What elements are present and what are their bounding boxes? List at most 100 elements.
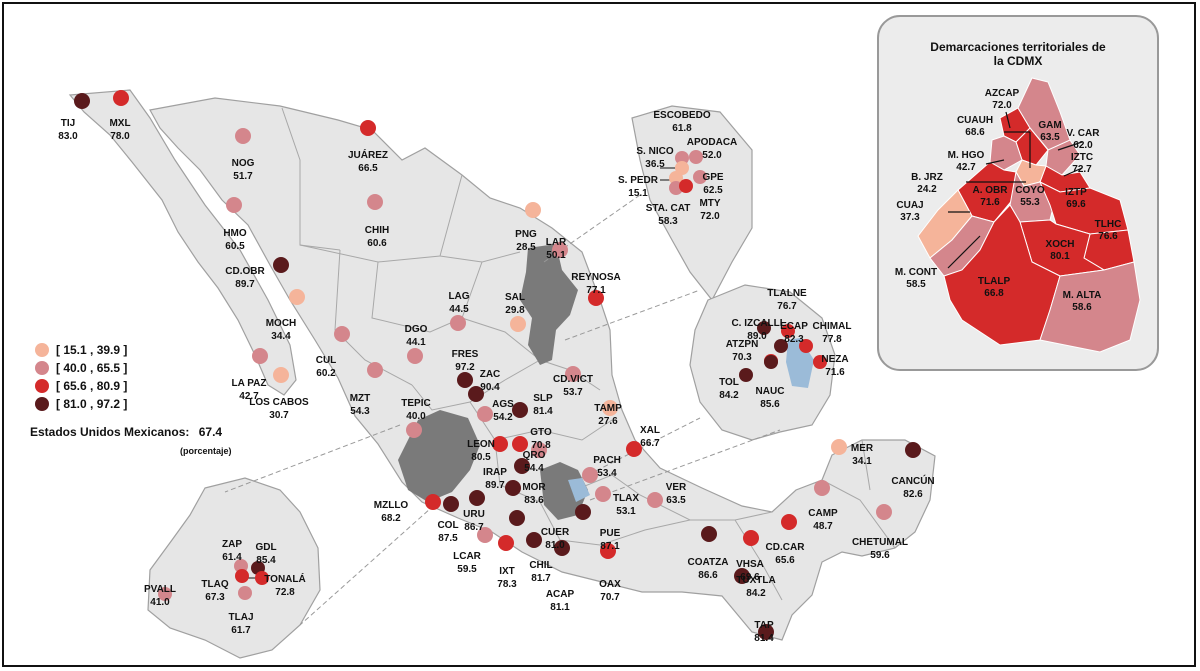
city-value-sal: 29.8 xyxy=(505,305,525,316)
metro-value-tol: 84.2 xyxy=(719,390,739,401)
metro-value-nauc: 85.6 xyxy=(760,399,780,410)
city-marker-tuxtla xyxy=(734,568,750,584)
city-value-cd-vict: 53.7 xyxy=(563,387,583,398)
cdmx-value-iztc: 72.7 xyxy=(1072,164,1092,175)
city-label-canc-n: CANCÚN xyxy=(891,474,934,487)
metro-value-tonal: 72.8 xyxy=(275,587,295,598)
metro-marker-mty xyxy=(679,179,693,193)
metro-label-chimal: CHIMAL xyxy=(813,321,852,332)
cdmx-label-iztc: IZTC xyxy=(1071,152,1093,163)
city-marker-qro xyxy=(531,442,547,458)
city-value-los-cabos: 30.7 xyxy=(269,410,289,421)
city-marker-mxl xyxy=(113,90,129,106)
legend-swatch-2 xyxy=(35,361,49,375)
national-label: Estados Unidos Mexicanos: 67.4 xyxy=(30,425,222,439)
city-label-png: PNG xyxy=(515,229,537,240)
city-label-tepic: TEPIC xyxy=(401,398,430,409)
city-label-fres: FRES xyxy=(452,349,479,360)
metro-marker-tol xyxy=(739,368,753,382)
city-label-ju-rez: JUÁREZ xyxy=(348,148,388,161)
metro-value-pvall: 41.0 xyxy=(150,597,170,608)
city-label-qro: QRO xyxy=(523,450,546,461)
metro-label-ecap: ECAP xyxy=(780,321,808,332)
city-marker-nog xyxy=(235,128,251,144)
cdmx-value-coyo: 55.3 xyxy=(1020,197,1040,208)
metro-value-escobedo: 61.8 xyxy=(672,123,692,134)
city-marker-camp xyxy=(814,480,830,496)
city-marker-tij xyxy=(74,93,90,109)
city-label-cd-car: CD.CAR xyxy=(766,542,806,553)
metro-marker-tlalne xyxy=(781,324,795,338)
metro-label-nauc: NAUC xyxy=(756,386,785,397)
legend-swatch-3 xyxy=(35,379,49,393)
legend-swatches xyxy=(35,343,49,411)
city-marker-ixt xyxy=(498,535,514,551)
city-label-cuer: CUER xyxy=(541,527,570,538)
metro-label-pvall: PVALL xyxy=(144,584,176,595)
inset-cdmx-box xyxy=(877,15,1159,371)
city-marker-ver xyxy=(647,492,663,508)
city-label-cd-obr: CD.OBR xyxy=(225,266,265,277)
metro-marker-neza xyxy=(813,355,827,369)
metro-marker-c-izcalli xyxy=(757,321,771,335)
city-value-ju-rez: 66.5 xyxy=(358,163,378,174)
city-value-cul: 60.2 xyxy=(316,368,336,379)
city-value-qro: 54.4 xyxy=(524,463,544,474)
city-label-mzt: MZT xyxy=(350,393,371,404)
city-label-chil: CHIL xyxy=(529,560,552,571)
unit-note: (porcentaje) xyxy=(180,446,232,456)
city-marker-mzt xyxy=(367,362,383,378)
metro-value-tlaq: 67.3 xyxy=(205,592,225,603)
city-label-pach: PACH xyxy=(593,455,621,466)
city-marker-pue xyxy=(575,504,591,520)
city-marker-chil xyxy=(526,532,542,548)
city-label-slp: SLP xyxy=(533,393,553,404)
city-value-gto: 70.8 xyxy=(531,440,551,451)
legend-item-1: [ 15.1 , 39.9 ] xyxy=(56,343,128,357)
city-value-png: 28.5 xyxy=(516,242,536,253)
metro-value-chimal: 77.8 xyxy=(822,334,842,345)
city-marker-col xyxy=(443,496,459,512)
metro-marker-nauc xyxy=(764,355,778,369)
metro-value-apodaca: 52.0 xyxy=(702,150,722,161)
city-label-mor: MOR xyxy=(522,482,546,493)
city-value-dgo: 44.1 xyxy=(406,337,426,348)
city-markers xyxy=(74,90,921,640)
metro-label-gdl: GDL xyxy=(255,542,276,553)
city-value-tepic: 40.0 xyxy=(406,411,426,422)
city-value-col: 87.5 xyxy=(438,533,458,544)
city-marker-acap xyxy=(554,540,570,556)
city-label-camp: CAMP xyxy=(808,508,838,519)
city-value-mzllo: 68.2 xyxy=(381,513,401,524)
city-value-reynosa: 77.1 xyxy=(586,285,606,296)
cdmx-value-iztp: 69.6 xyxy=(1066,199,1086,210)
city-label-hmo: HMO xyxy=(223,228,247,239)
cdmx-label-xoch: XOCH xyxy=(1046,239,1075,250)
city-marker-lag xyxy=(450,315,466,331)
city-label-gto: GTO xyxy=(530,427,552,438)
cdmx-label-tlalp: TLALP xyxy=(978,276,1011,287)
city-marker-fres xyxy=(457,372,473,388)
city-marker-cd-vict xyxy=(565,366,581,382)
city-label-nog: NOG xyxy=(232,158,255,169)
city-value-tamp: 27.6 xyxy=(598,416,618,427)
metro-label-apodaca: APODACA xyxy=(687,137,738,148)
cdmx-value-tlalp: 66.8 xyxy=(984,288,1004,299)
city-label-mxl: MXL xyxy=(109,118,130,129)
city-label-tamp: TAMP xyxy=(594,403,622,414)
metro-value-gdl: 85.4 xyxy=(256,555,276,566)
city-label-mzllo: MZLLO xyxy=(374,500,409,511)
national-label-text: Estados Unidos Mexicanos: xyxy=(30,425,190,439)
city-value-pue: 87.1 xyxy=(600,541,620,552)
city-marker-chetumal xyxy=(876,504,892,520)
city-label-chetumal: CHETUMAL xyxy=(852,537,908,548)
city-value-fres: 97.2 xyxy=(455,362,475,373)
city-value-oax: 70.7 xyxy=(600,592,620,603)
city-value-cd-car: 65.6 xyxy=(775,555,795,566)
city-label-lar: LAR xyxy=(546,237,567,248)
city-value-lcar: 59.5 xyxy=(457,564,477,575)
city-value-uru: 86.7 xyxy=(464,522,484,533)
metro-marker-chimal xyxy=(799,339,813,353)
city-marker-la-paz xyxy=(252,348,268,364)
city-label-ver: VER xyxy=(666,482,687,493)
